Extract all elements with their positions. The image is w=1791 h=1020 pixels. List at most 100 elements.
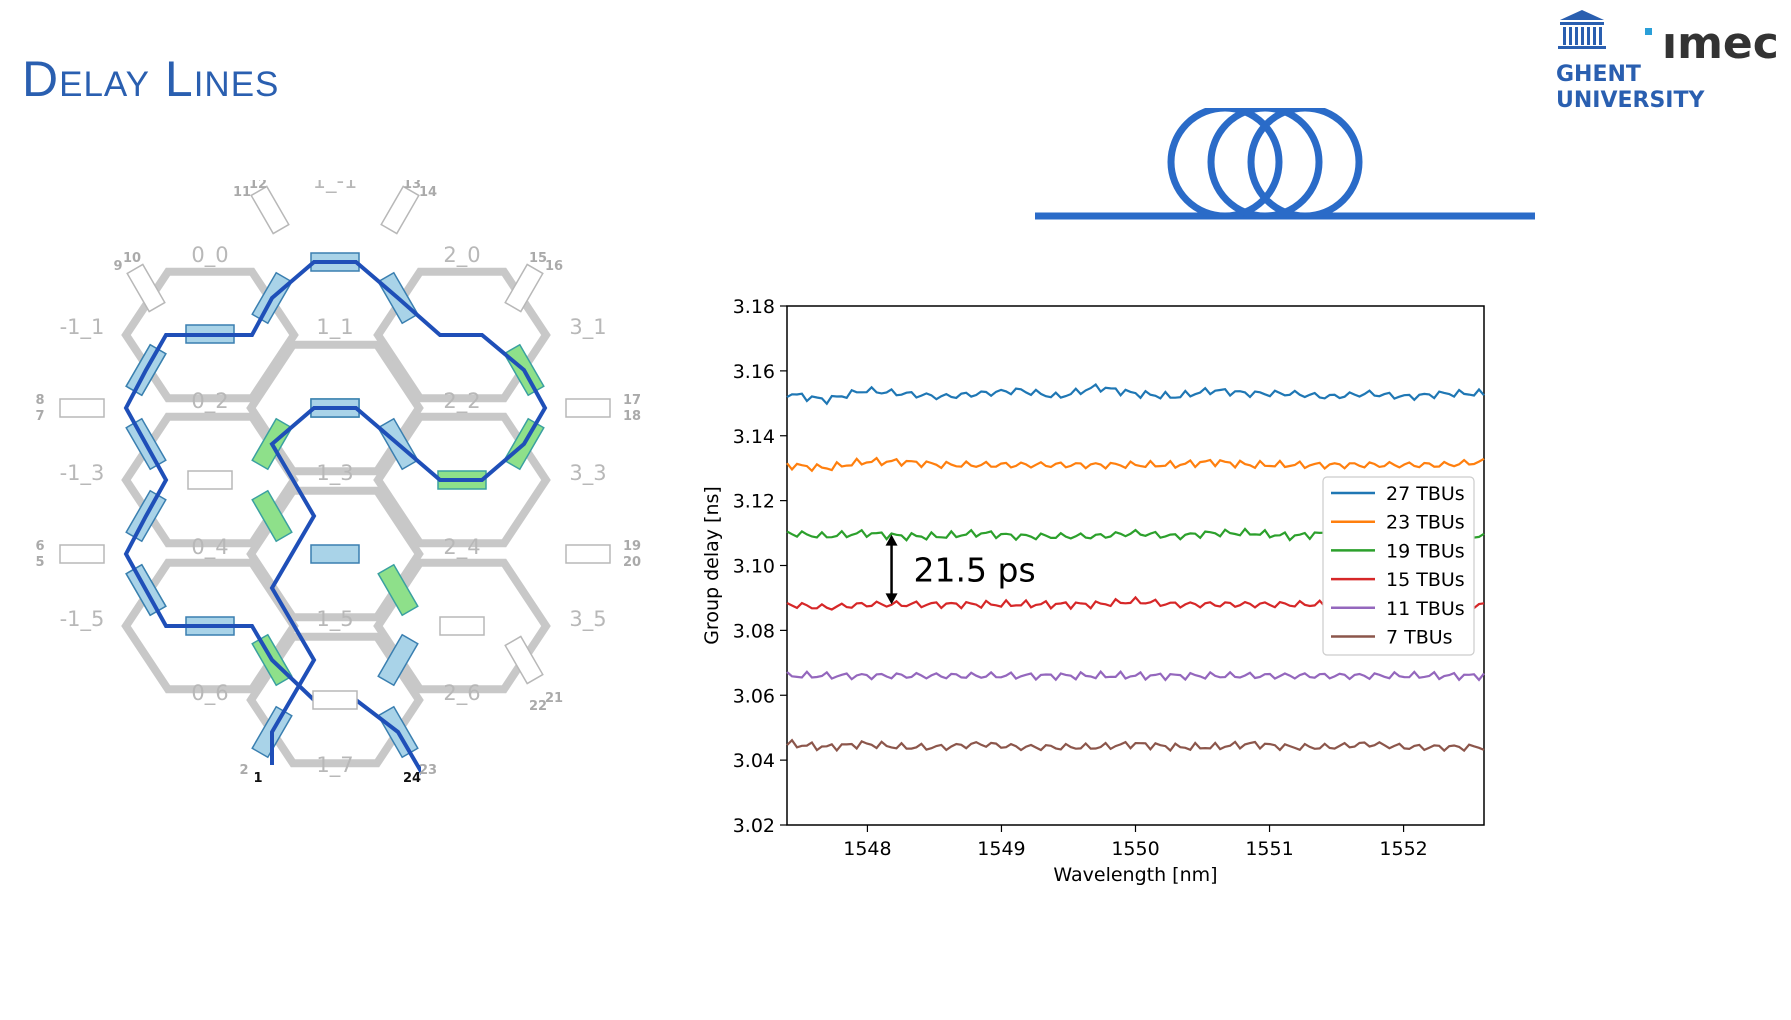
waveguide-port-stub [504, 635, 544, 685]
mesh-port-label: 8 [35, 393, 44, 408]
y-tick-label: 3.16 [733, 361, 775, 383]
ghent-label-line2: UNIVERSITY [1556, 88, 1705, 113]
annotation-arrow-head-down [885, 593, 898, 605]
mesh-port-label: 13 [403, 180, 421, 192]
waveguide-port-stub [187, 470, 233, 490]
waveguide-port-stub [504, 263, 544, 313]
mesh-cell-label: 0_4 [191, 535, 228, 560]
mesh-cell-label: 2_0 [443, 243, 480, 268]
mesh-waveguide-hex [121, 558, 299, 694]
mesh-cell-label: -1_3 [60, 461, 105, 486]
mesh-waveguide-hex [121, 267, 299, 403]
mesh-waveguide-hex [373, 558, 551, 694]
mesh-port-label: 10 [123, 251, 141, 266]
mesh-port-label: 7 [35, 409, 44, 424]
y-tick-label: 3.08 [733, 620, 775, 642]
mesh-port-label: 6 [35, 539, 44, 554]
legend-label: 7 TBUs [1386, 627, 1453, 649]
waveguide-port-stub [126, 263, 166, 313]
mesh-cell-label: -1_5 [60, 607, 105, 632]
y-tick-label: 3.12 [733, 491, 775, 513]
mesh-port-label: 12 [249, 180, 267, 192]
mesh-cell-label: 0_6 [191, 681, 228, 706]
tunable-unit-blue [377, 633, 419, 687]
mesh-cell-label: 2_4 [443, 535, 480, 560]
waveguide-port-stub [565, 544, 611, 564]
y-tick-label: 3.10 [733, 556, 775, 578]
mesh-cell-label: 3_5 [569, 607, 606, 632]
waveguide-port-stub [439, 616, 485, 636]
mesh-cell-label: 2_6 [443, 681, 480, 706]
series-line [786, 738, 1485, 753]
mesh-waveguide-hex [246, 486, 424, 622]
mesh-port-label: 5 [35, 555, 44, 570]
mesh-port-label: 20 [623, 555, 641, 570]
series-line [786, 595, 1485, 614]
ghent-university-logo-icon [1558, 10, 1606, 49]
y-tick-label: 3.18 [733, 296, 775, 318]
ghent-label-line1: GHENT [1556, 62, 1641, 87]
legend-label: 27 TBUs [1386, 483, 1465, 505]
series-line [786, 382, 1485, 406]
mesh-cell-label: 1_7 [316, 753, 353, 778]
mesh-port-label: 22 [529, 699, 547, 714]
y-tick-label: 3.06 [733, 685, 775, 707]
legend-label: 19 TBUs [1386, 540, 1465, 562]
mesh-waveguide-hex [373, 267, 551, 403]
mesh-waveguide-hex [373, 412, 551, 548]
mesh-port-label: 1 [253, 771, 262, 786]
y-tick-label: 3.14 [733, 426, 775, 448]
mesh-cell-label: -1_1 [60, 315, 105, 340]
mesh-cell-label: 2_2 [443, 389, 480, 414]
mesh-port-label: 11 [233, 185, 251, 200]
mesh-cell-label: 3_1 [569, 315, 606, 340]
series-line [786, 669, 1485, 682]
mesh-cell-label: 0_2 [191, 389, 228, 414]
legend-label: 23 TBUs [1386, 512, 1465, 534]
mesh-port-label: 21 [545, 691, 563, 706]
tunable-unit-green [377, 563, 419, 617]
mesh-cell-label: 0_0 [191, 243, 228, 268]
mesh-cell-label: 1_1 [316, 315, 353, 340]
mesh-waveguide-hex [121, 412, 299, 548]
tunable-unit-green [251, 489, 293, 543]
light-path [123, 260, 548, 776]
waveguide-port-stub [380, 185, 420, 235]
waveguide-port-stub [59, 398, 105, 418]
mesh-port-label: 24 [403, 771, 421, 786]
imec-logo: ımec [1662, 18, 1779, 69]
x-tick-label: 1548 [843, 838, 891, 860]
hexagonal-mesh-diagram: 0_0 1_-1 2_0 -1_1 1_1 3_1 0_2 2_2 -1_3 1_3 3_3 0_4 2… [35, 180, 641, 786]
legend-label: 11 TBUs [1386, 598, 1465, 620]
slide-title: Delay Lines [22, 51, 280, 107]
mesh-waveguide-hex [246, 632, 424, 768]
plot-area-frame [786, 305, 1485, 826]
legend-label: 15 TBUs [1386, 569, 1465, 591]
mesh-port-label: 17 [623, 393, 641, 408]
mesh-cell-label: 1_-1 [313, 180, 358, 194]
fiber-coil-illustration [1035, 108, 1535, 220]
annotation-arrow-head-up [885, 534, 898, 546]
x-tick-label: 1549 [977, 838, 1025, 860]
mesh-port-label: 14 [419, 185, 437, 200]
mesh-waveguide-hex [246, 340, 424, 476]
mesh-port-label: 23 [419, 763, 437, 778]
y-tick-label: 3.04 [733, 750, 775, 772]
series-line [786, 527, 1485, 542]
ghent-university-label: GHENT UNIVERSITY [1556, 62, 1704, 114]
y-tick-label: 3.02 [733, 815, 775, 837]
mesh-port-label: 15 [529, 251, 547, 266]
x-axis-label: Wavelength [nm] [1053, 864, 1217, 886]
mesh-cell-label: 1_5 [316, 607, 353, 632]
mesh-port-label: 9 [113, 259, 122, 274]
annotation-label: 21.5 ps [914, 551, 1036, 590]
tunable-unit-blue [310, 544, 360, 564]
waveguide-port-stub [250, 185, 290, 235]
x-tick-label: 1550 [1111, 838, 1159, 860]
mesh-port-label: 2 [239, 763, 248, 778]
imec-logo-dot-icon [1645, 28, 1652, 35]
mesh-cell-label: 1_3 [316, 461, 353, 486]
mesh-cell-label: 3_3 [569, 461, 606, 486]
mesh-port-label: 16 [545, 259, 563, 274]
waveguide-port-stub [59, 544, 105, 564]
